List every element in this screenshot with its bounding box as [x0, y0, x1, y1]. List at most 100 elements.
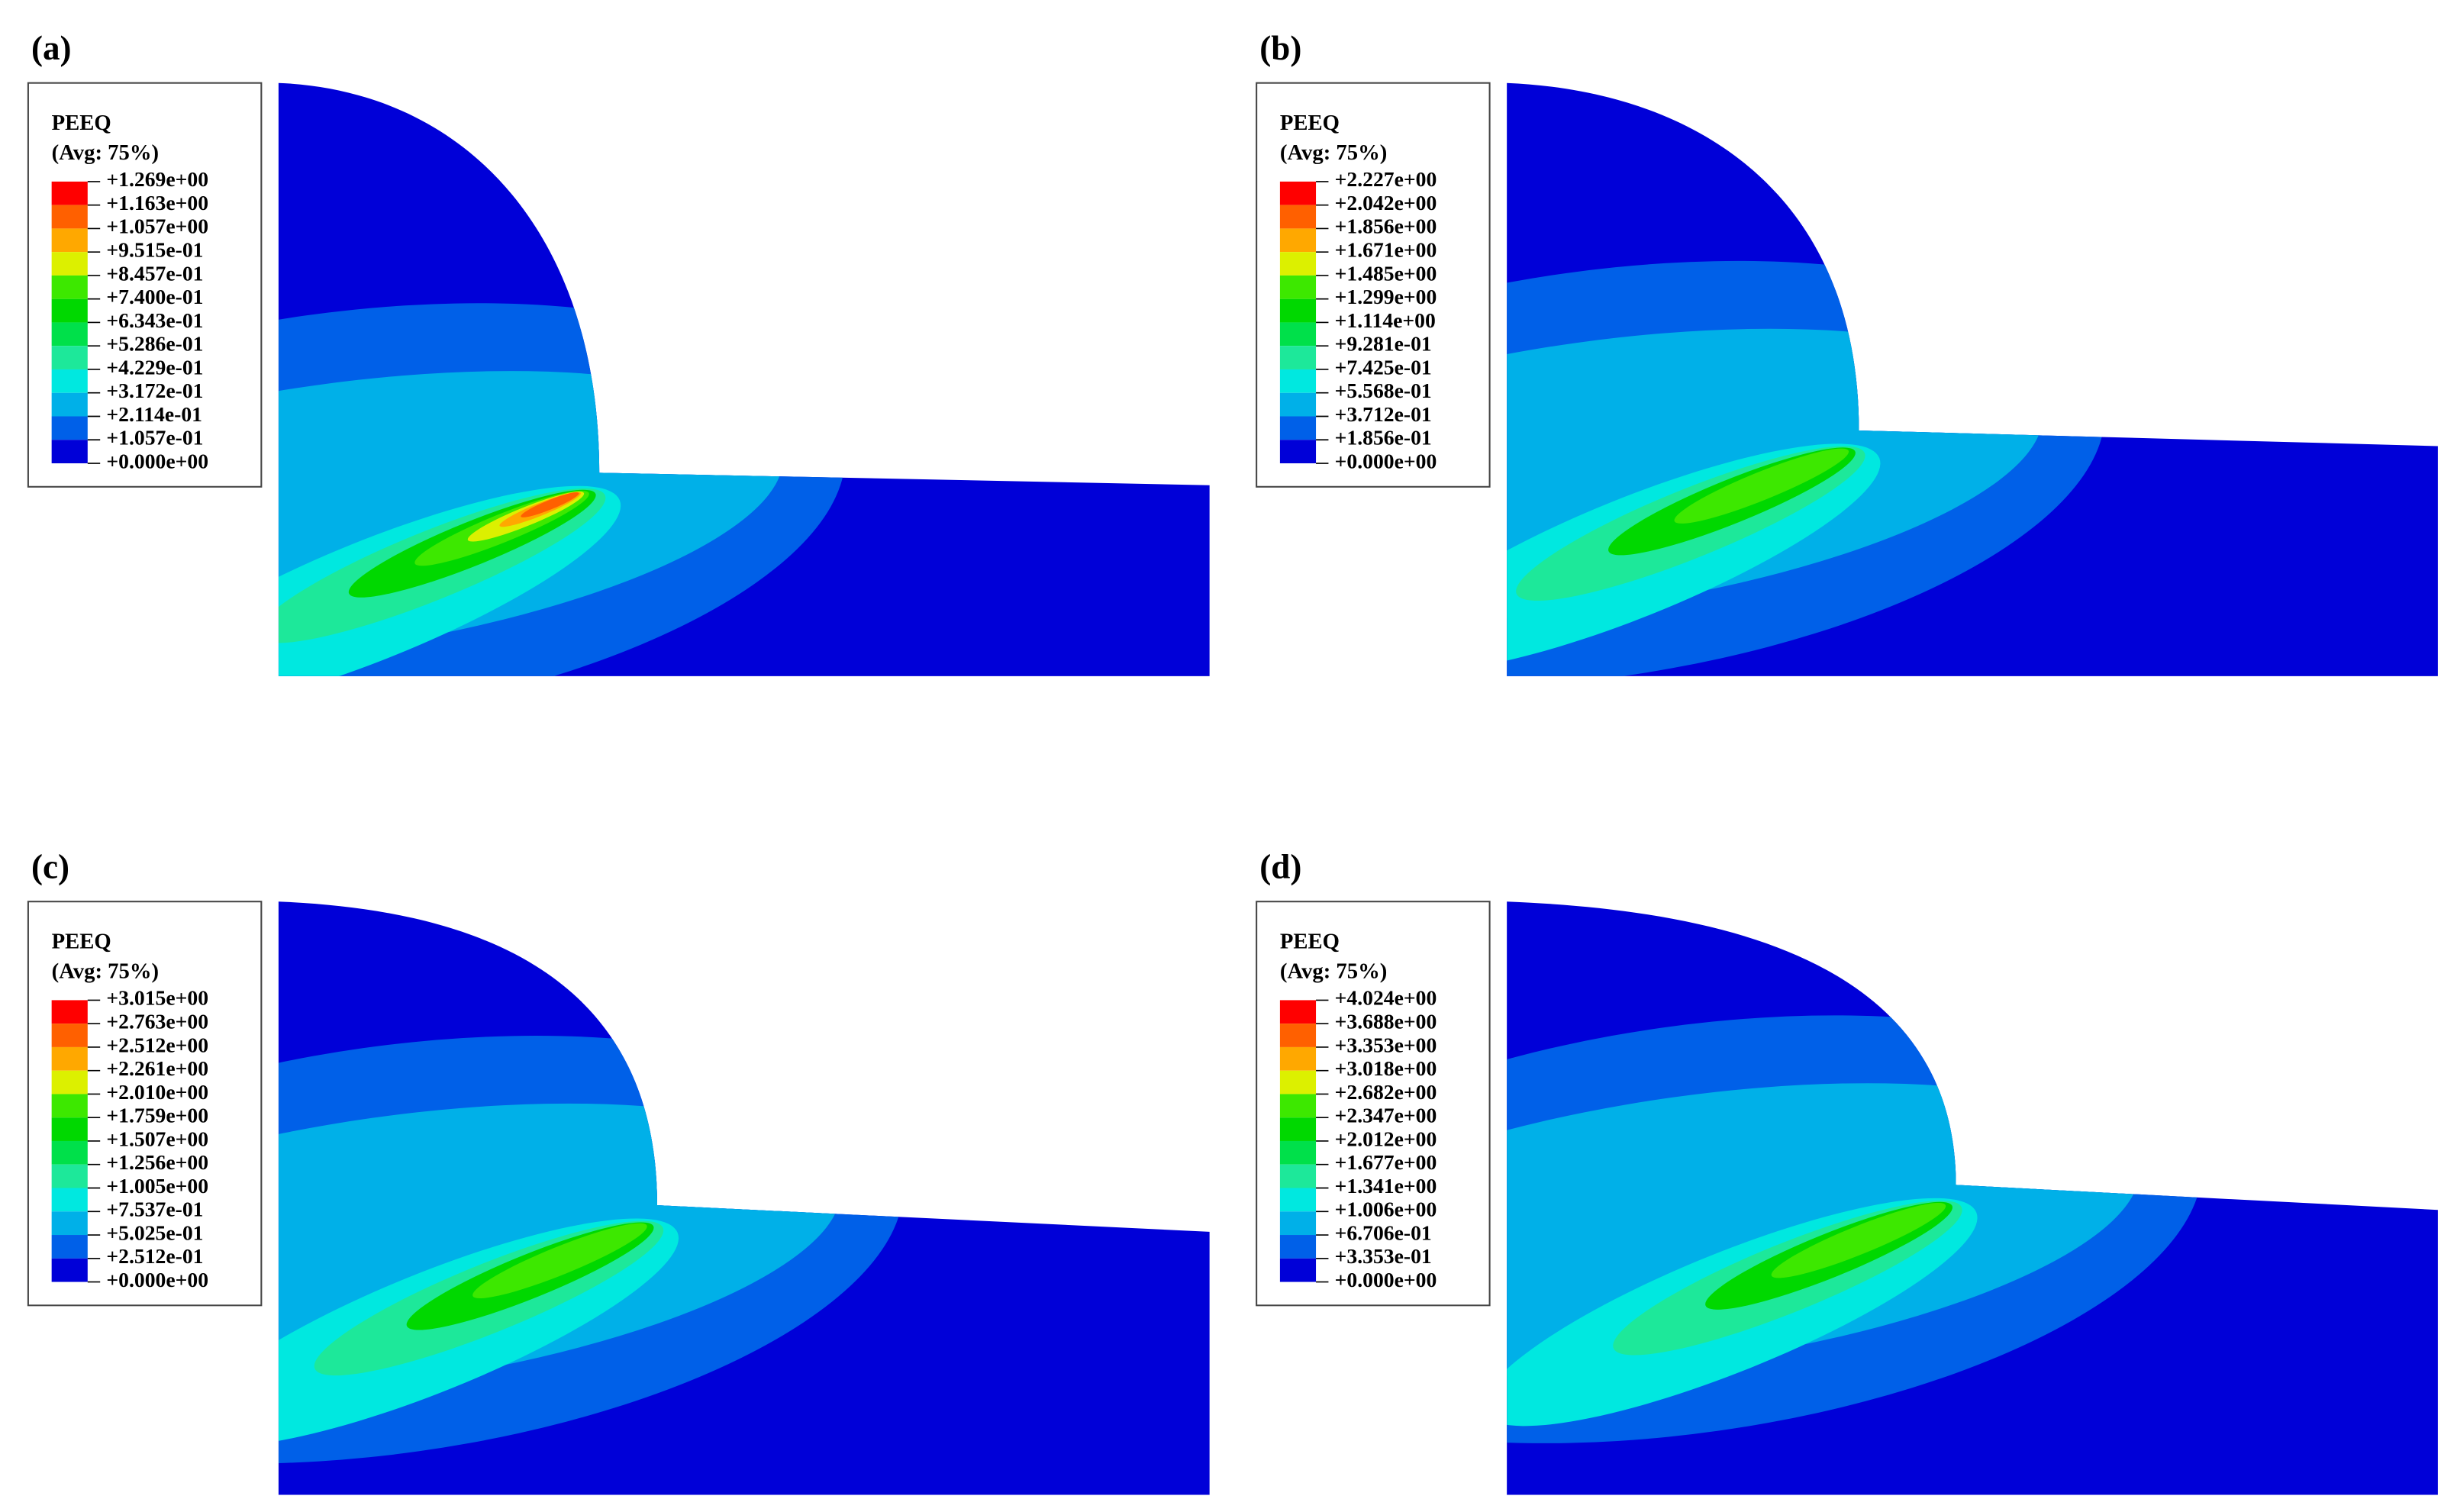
legend-swatch [51, 1070, 88, 1095]
legend-swatch [1279, 1258, 1317, 1282]
legend-value: +9.281e-01 [1335, 332, 1432, 356]
legend-value: +5.025e-01 [106, 1220, 203, 1244]
legend-value: +0.000e+00 [106, 449, 208, 472]
contour-band [1507, 1083, 2140, 1376]
contour-band [278, 371, 783, 663]
legend-value: +1.759e+00 [106, 1104, 208, 1127]
legend-value: +7.537e-01 [106, 1198, 203, 1221]
legend-subtitle: (Avg: 75%) [1280, 959, 1387, 984]
legend-value: +6.706e-01 [1335, 1220, 1432, 1244]
legend-value: +2.512e+00 [106, 1033, 208, 1056]
legend-title: PEEQ [1280, 930, 1340, 954]
panel-label: (d) [1259, 847, 1301, 885]
legend-swatch [1279, 1211, 1317, 1236]
legend-title: PEEQ [1280, 111, 1340, 135]
panel-label: (c) [31, 847, 69, 885]
legend-swatch [1279, 275, 1317, 299]
legend-swatch [1279, 392, 1317, 417]
legend-swatch [51, 1258, 88, 1282]
legend-swatch [1279, 440, 1317, 464]
legend-swatch [51, 298, 88, 323]
legend-swatch [1279, 1094, 1317, 1118]
legend-swatch [51, 1235, 88, 1259]
legend-value: +1.057e-01 [106, 426, 203, 450]
legend-value: +2.114e-01 [106, 402, 202, 426]
legend-swatch [51, 369, 88, 393]
legend-value: +3.172e-01 [106, 379, 203, 402]
legend-value: +0.000e+00 [1335, 449, 1437, 472]
contours [278, 1035, 904, 1464]
legend-value: +3.712e-01 [1335, 402, 1432, 426]
legend-swatch [51, 346, 88, 369]
legend-swatch [51, 322, 88, 347]
contours [1507, 1015, 2202, 1443]
legend-swatch [1279, 252, 1317, 276]
legend-value: +3.353e+00 [1335, 1033, 1437, 1056]
contours [278, 303, 846, 676]
legend-value: +2.042e+00 [1335, 191, 1437, 214]
legend-swatch [51, 1000, 88, 1024]
legend-value: +2.261e+00 [106, 1056, 208, 1080]
legend-swatch [51, 228, 88, 253]
legend-subtitle: (Avg: 75%) [52, 140, 159, 165]
legend-swatch [51, 205, 88, 229]
panel: (b) PEEQ (Avg: 75%)+2.227e+00+2.042e+00 +1.… [1256, 29, 2438, 676]
legend-value: +2.010e+00 [106, 1080, 208, 1104]
legend-value: +2.227e+00 [1335, 167, 1437, 191]
contour-band [278, 1103, 841, 1396]
panel-label: (b) [1259, 29, 1301, 67]
legend-swatch [1279, 1000, 1317, 1024]
legend-value: +1.671e+00 [1335, 238, 1437, 262]
legend-value: +1.341e+00 [1335, 1174, 1437, 1198]
legend-value: +0.000e+00 [1335, 1268, 1437, 1291]
contour-band [1507, 328, 2043, 621]
legend-value: +2.012e+00 [1335, 1127, 1437, 1150]
legend-swatch [1279, 322, 1317, 347]
legend-value: +6.343e-01 [106, 308, 203, 332]
legend-value: +4.229e-01 [106, 355, 203, 379]
legend-title: PEEQ [52, 111, 111, 135]
legend-title: PEEQ [52, 930, 111, 954]
legend-swatch [51, 1188, 88, 1212]
legend-swatch [1279, 1024, 1317, 1047]
legend-value: +8.457e-01 [106, 261, 203, 285]
panel: (a)PEEQ(Avg: 75%)+1.269e+00+1.163e+00+1.… [27, 29, 1210, 676]
legend-swatch [51, 1211, 88, 1236]
legend-swatch [51, 1117, 88, 1141]
legend-value: +1.057e+00 [106, 214, 208, 238]
legend-swatch [51, 275, 88, 299]
legend-value: +7.400e-01 [106, 285, 203, 308]
legend-value: +2.347e+00 [1335, 1104, 1437, 1127]
legend-swatch [51, 1046, 88, 1071]
legend-value: +2.512e-01 [106, 1244, 203, 1268]
legend-value: +1.507e+00 [106, 1127, 208, 1150]
legend-subtitle: (Avg: 75%) [52, 959, 159, 984]
legend-subtitle: (Avg: 75%) [1280, 140, 1387, 165]
legend-value: +1.256e+00 [106, 1150, 208, 1174]
legend-swatch [51, 1024, 88, 1047]
panel-label: (a) [31, 29, 72, 67]
legend-value: +2.763e+00 [106, 1010, 208, 1033]
legend-value: +7.425e-01 [1335, 355, 1432, 379]
contour-band [521, 492, 579, 517]
legend-value: +3.688e+00 [1335, 1010, 1437, 1033]
panel: (c)PEEQ(Avg: 75%)+3.015e+00+2.763e+00+2.… [27, 847, 1210, 1495]
legend-value: +5.286e-01 [106, 332, 203, 356]
contour-band [1674, 448, 1849, 524]
legend-value: +0.000e+00 [106, 1268, 208, 1291]
legend-value: +4.024e+00 [1335, 986, 1437, 1010]
legend-swatch [1279, 1117, 1317, 1141]
legend-value: +1.114e+00 [1335, 308, 1436, 332]
legend-swatch [51, 1140, 88, 1165]
legend-swatch [1279, 1164, 1317, 1188]
legend-swatch [1279, 346, 1317, 369]
legend-swatch [1279, 1188, 1317, 1212]
legend-swatch [51, 1094, 88, 1118]
legend-value: +3.018e+00 [1335, 1056, 1437, 1080]
contour-band [1771, 1203, 1946, 1278]
legend-value: +1.299e+00 [1335, 285, 1437, 308]
legend-swatch [1279, 369, 1317, 393]
panel: (d)PEEQ(Avg: 75%)+4.024e+00+3.688e+00+3.… [1256, 847, 2438, 1495]
legend-value: +9.515e-01 [106, 238, 203, 262]
legend-value: +1.269e+00 [106, 167, 208, 191]
